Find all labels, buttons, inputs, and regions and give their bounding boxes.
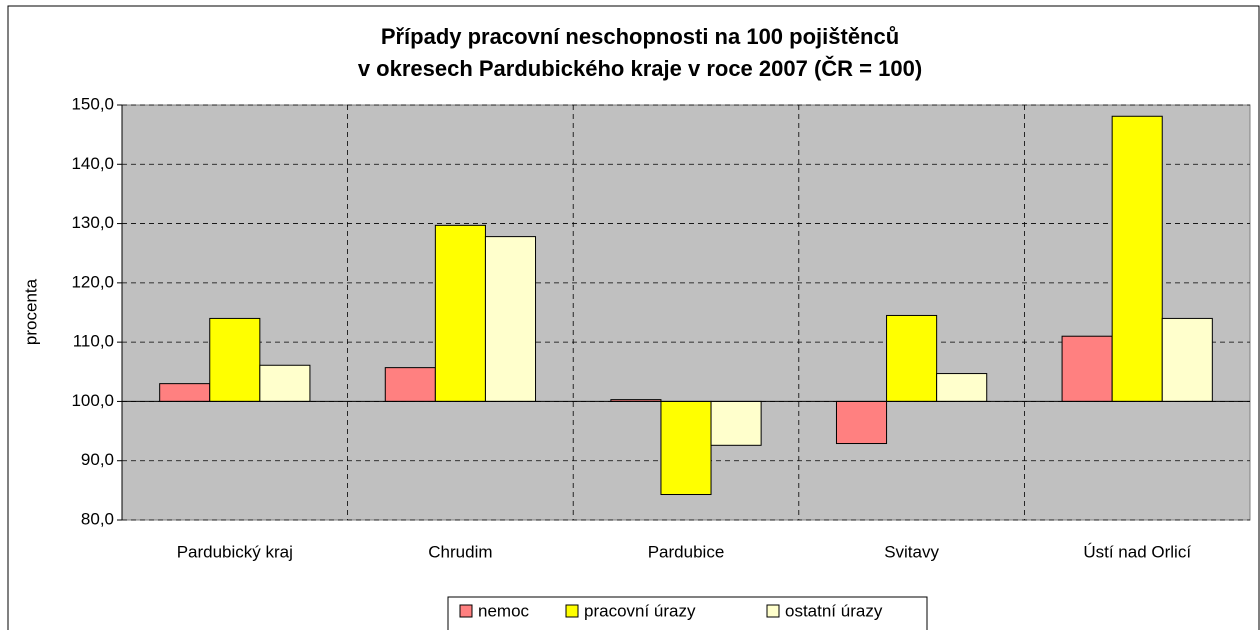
y-tick-label: 100,0 bbox=[71, 391, 114, 410]
bar bbox=[886, 314, 938, 402]
legend-swatch bbox=[766, 604, 780, 618]
bar bbox=[835, 400, 888, 445]
bar bbox=[936, 373, 988, 402]
x-tick-label: Pardubice bbox=[648, 542, 725, 561]
y-tick-label: 80,0 bbox=[81, 509, 114, 528]
legend-swatch bbox=[565, 604, 579, 618]
legend-label: pracovní úrazy bbox=[584, 601, 696, 620]
y-tick-label: 120,0 bbox=[71, 272, 114, 291]
bar bbox=[159, 383, 211, 402]
bar bbox=[209, 317, 261, 402]
bar bbox=[384, 367, 436, 402]
x-tick-label: Pardubický kraj bbox=[177, 542, 293, 561]
legend-label: ostatní úrazy bbox=[785, 601, 883, 620]
bar bbox=[1111, 115, 1163, 402]
chart-title: Případy pracovní neschopnosti na 100 poj… bbox=[381, 24, 899, 49]
bar bbox=[1061, 335, 1113, 402]
y-tick-label: 140,0 bbox=[71, 154, 114, 173]
y-tick-label: 150,0 bbox=[71, 94, 114, 113]
x-tick-label: Svitavy bbox=[884, 542, 939, 561]
y-tick-label: 90,0 bbox=[81, 450, 114, 469]
bar bbox=[484, 236, 537, 402]
bar bbox=[259, 364, 311, 402]
bar bbox=[660, 400, 712, 496]
bar bbox=[1161, 317, 1213, 402]
y-tick-label: 130,0 bbox=[71, 213, 114, 232]
chart-title: v okresech Pardubického kraje v roce 200… bbox=[358, 56, 922, 81]
legend-swatch bbox=[459, 604, 473, 618]
y-tick-label: 110,0 bbox=[73, 332, 114, 351]
bar bbox=[434, 224, 486, 402]
x-tick-label: Chrudim bbox=[428, 542, 492, 561]
x-tick-label: Ústí nad Orlicí bbox=[1083, 542, 1191, 561]
legend-box bbox=[447, 596, 928, 630]
legend-label: nemoc bbox=[478, 601, 530, 620]
y-axis-label: procenta bbox=[21, 278, 40, 345]
bar bbox=[710, 400, 762, 446]
